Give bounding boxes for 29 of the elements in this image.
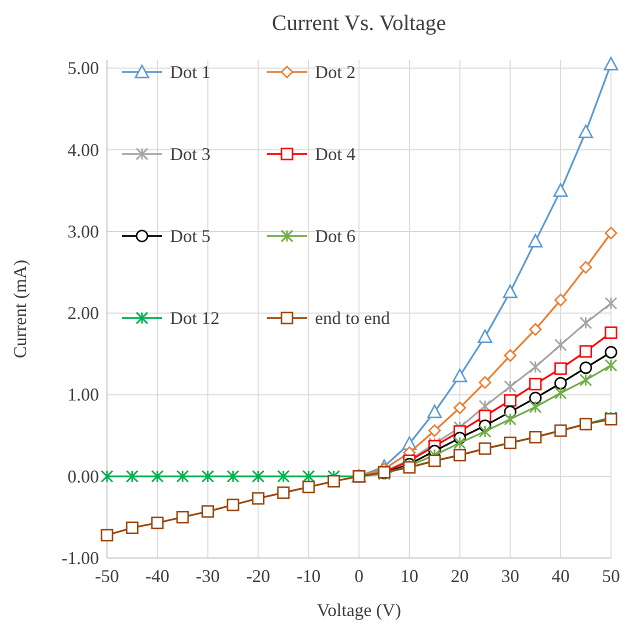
x-tick-label: 40 (552, 566, 570, 586)
y-tick-label: 0.00 (68, 466, 99, 486)
x-tick-label: 0 (354, 566, 364, 586)
x-tick-label: -10 (296, 566, 321, 586)
y-tick-label: -1.00 (62, 548, 99, 568)
legend-label: Dot 4 (315, 144, 356, 164)
y-tick-label: 3.00 (68, 221, 99, 242)
legend-label: end to end (315, 308, 390, 328)
y-tick-label: 4.00 (68, 140, 99, 160)
legend-label: Dot 5 (170, 226, 210, 246)
x-tick-label: -20 (246, 566, 270, 586)
x-tick-label: -30 (196, 566, 220, 586)
legend-label: Dot 1 (170, 62, 210, 82)
x-tick-label: 10 (400, 566, 418, 586)
legend-label: Dot 3 (170, 144, 210, 164)
legend-label: Dot 2 (315, 62, 356, 82)
x-tick-label: 50 (602, 566, 620, 586)
x-tick-label: -50 (95, 566, 119, 586)
legend-label: Dot 6 (315, 226, 356, 246)
x-tick-label: -40 (145, 566, 170, 586)
chart-title: Current Vs. Voltage (272, 10, 446, 35)
y-tick-label: 5.00 (68, 58, 99, 78)
x-axis-title: Voltage (V) (316, 600, 402, 620)
y-tick-label: 1.00 (68, 384, 99, 405)
y-axis-title: Current (mA) (10, 260, 30, 358)
legend-label: Dot 12 (170, 308, 220, 328)
y-tick-label: 2.00 (68, 303, 99, 324)
x-tick-label: 20 (450, 566, 469, 586)
x-tick-label: 30 (501, 566, 520, 586)
